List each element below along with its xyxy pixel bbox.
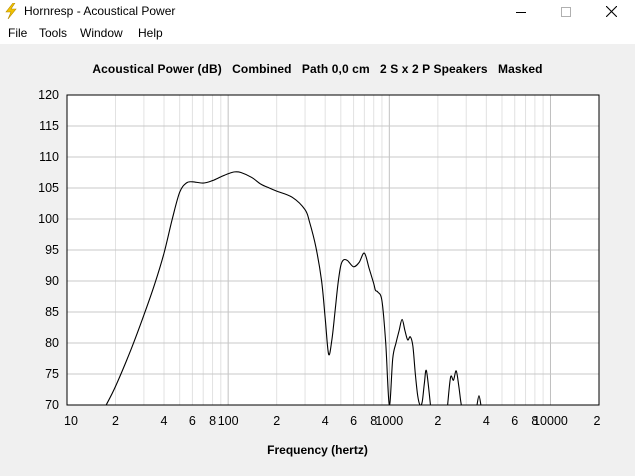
close-button[interactable] [588, 0, 634, 23]
menu-bar: File Tools Window Help [0, 23, 635, 44]
x-tick-label: 6 [350, 414, 357, 428]
minimize-icon [516, 11, 526, 13]
x-tick-label: 2 [434, 414, 441, 428]
y-tick-label: 90 [45, 274, 59, 288]
minimize-button[interactable] [498, 0, 544, 23]
x-tick-label: 4 [161, 414, 168, 428]
y-tick-label: 75 [45, 367, 59, 381]
y-tick-label: 70 [45, 398, 59, 412]
plot-frame [66, 94, 600, 406]
x-tick-label: 8 [209, 414, 216, 428]
chart-title: Acoustical Power (dB) Combined Path 0,0 … [92, 62, 543, 76]
x-tick-label: 8 [531, 414, 538, 428]
menu-file[interactable]: File [8, 26, 28, 40]
y-tick-label: 120 [38, 88, 59, 102]
y-tick-label: 115 [39, 119, 59, 133]
acoustical-power-curve [476, 395, 482, 405]
title-bar: Hornresp - Acoustical Power [0, 0, 635, 23]
maximize-button[interactable] [543, 0, 589, 23]
y-tick-label: 95 [45, 243, 59, 257]
x-tick-label: 2 [112, 414, 119, 428]
x-tick-label: 10 [64, 414, 78, 428]
acoustical-power-curve [105, 171, 432, 405]
maximize-icon [561, 6, 571, 17]
menu-help[interactable]: Help [138, 26, 163, 40]
x-axis-label: Frequency (hertz) [267, 443, 368, 457]
x-tick-label: 10000 [533, 414, 568, 428]
y-tick-label: 105 [38, 181, 59, 195]
x-tick-label: 4 [483, 414, 490, 428]
y-tick-label: 80 [45, 336, 59, 350]
x-tick-label: 6 [511, 414, 518, 428]
x-tick-label: 100 [218, 414, 239, 428]
menu-window[interactable]: Window [80, 26, 123, 40]
y-tick-label: 85 [45, 305, 59, 319]
close-icon [605, 6, 617, 17]
x-tick-label: 8 [370, 414, 377, 428]
window-title: Hornresp - Acoustical Power [24, 4, 176, 18]
y-tick-label: 100 [38, 212, 59, 226]
x-tick-label: 1000 [375, 414, 403, 428]
menu-tools[interactable]: Tools [39, 26, 68, 40]
x-tick-label: 6 [189, 414, 196, 428]
x-tick-label: 2 [273, 414, 280, 428]
x-tick-label: 2 [594, 414, 601, 428]
x-tick-label: 4 [322, 414, 329, 428]
acoustical-power-curve [447, 370, 467, 405]
y-tick-label: 110 [39, 150, 59, 164]
lightning-bolt-icon [5, 3, 17, 19]
